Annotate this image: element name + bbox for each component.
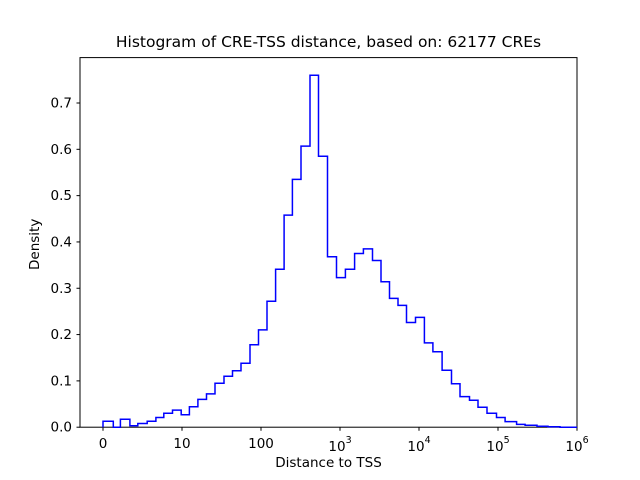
y-tick-label: 0.6 [51, 142, 72, 158]
x-tick-label: 103 [328, 435, 351, 455]
y-tick-label: 0.3 [51, 281, 72, 297]
y-tick-label: 0.0 [51, 420, 72, 436]
y-tick-label: 0.5 [51, 188, 72, 204]
chart-title: Histogram of CRE-TSS distance, based on:… [115, 33, 542, 51]
y-tick-label: 0.7 [51, 96, 72, 112]
x-tick-label: 104 [407, 435, 430, 455]
x-tick-label: 100 [248, 436, 274, 452]
y-tick-label: 0.1 [51, 373, 72, 389]
x-tick-label: 106 [565, 435, 588, 455]
x-tick-label: 10 [173, 436, 190, 452]
axes-frame [79, 57, 578, 428]
y-tick-label: 0.4 [51, 234, 72, 250]
y-tick-label: 0.2 [51, 327, 72, 343]
x-axis-label: Distance to TSS [275, 455, 382, 471]
x-tick-label: 0 [99, 436, 108, 452]
histogram-curve [102, 74, 577, 428]
x-tick-label: 105 [486, 435, 509, 455]
